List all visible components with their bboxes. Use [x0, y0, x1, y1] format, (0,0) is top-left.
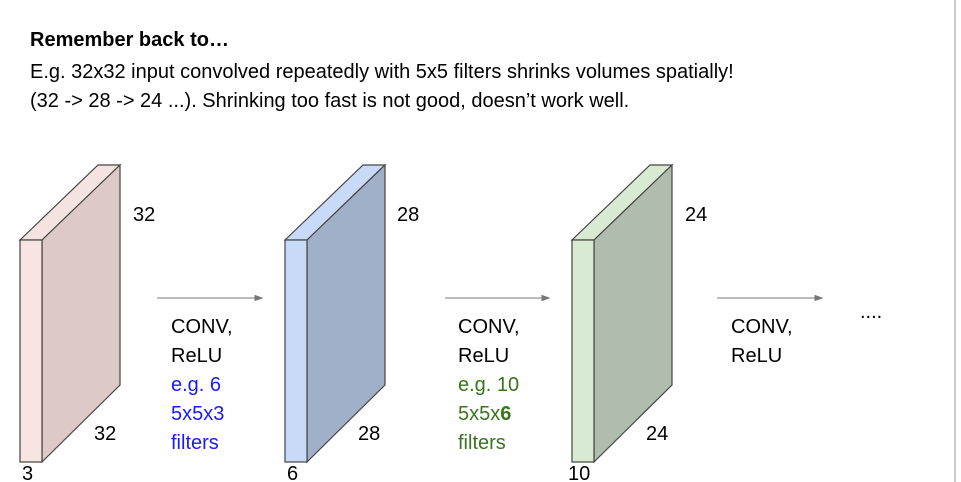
note: e.g. 10: [458, 374, 519, 396]
op: CONV,: [458, 316, 520, 338]
filters: filters: [171, 432, 219, 454]
ellipsis: ....: [860, 301, 882, 323]
depth-label: 6: [287, 463, 298, 482]
activation: ReLU: [458, 345, 509, 367]
op: CONV,: [731, 316, 793, 338]
op: CONV,: [171, 316, 233, 338]
title: Remember back to…: [30, 29, 229, 51]
width-label: 24: [685, 204, 707, 226]
width-label: 32: [133, 204, 155, 226]
text-line: E.g. 32x32 input convolved repeatedly wi…: [30, 61, 734, 83]
filters: filters: [458, 432, 506, 454]
arrows: [157, 294, 824, 302]
height-label: 28: [358, 423, 380, 445]
volume: [570, 163, 674, 464]
height-label: 32: [94, 423, 116, 445]
filter-shape-prefix: 5x5x: [458, 403, 500, 425]
text-line: (32 -> 28 -> 24 ...). Shrinking too fast…: [30, 90, 629, 112]
width-label: 28: [397, 204, 419, 226]
activation: ReLU: [731, 345, 782, 367]
depth-label: 10: [568, 463, 590, 482]
height-label: 24: [646, 423, 668, 445]
activation: ReLU: [171, 345, 222, 367]
note: e.g. 6: [171, 374, 221, 396]
filter-shape-emphasis: 6: [500, 403, 511, 425]
volume: [18, 163, 122, 464]
volume: [283, 163, 387, 464]
filter-shape: 5x5x3: [171, 403, 224, 425]
depth-label: 3: [22, 463, 33, 482]
filter-shape: 5x5x6: [458, 403, 511, 425]
